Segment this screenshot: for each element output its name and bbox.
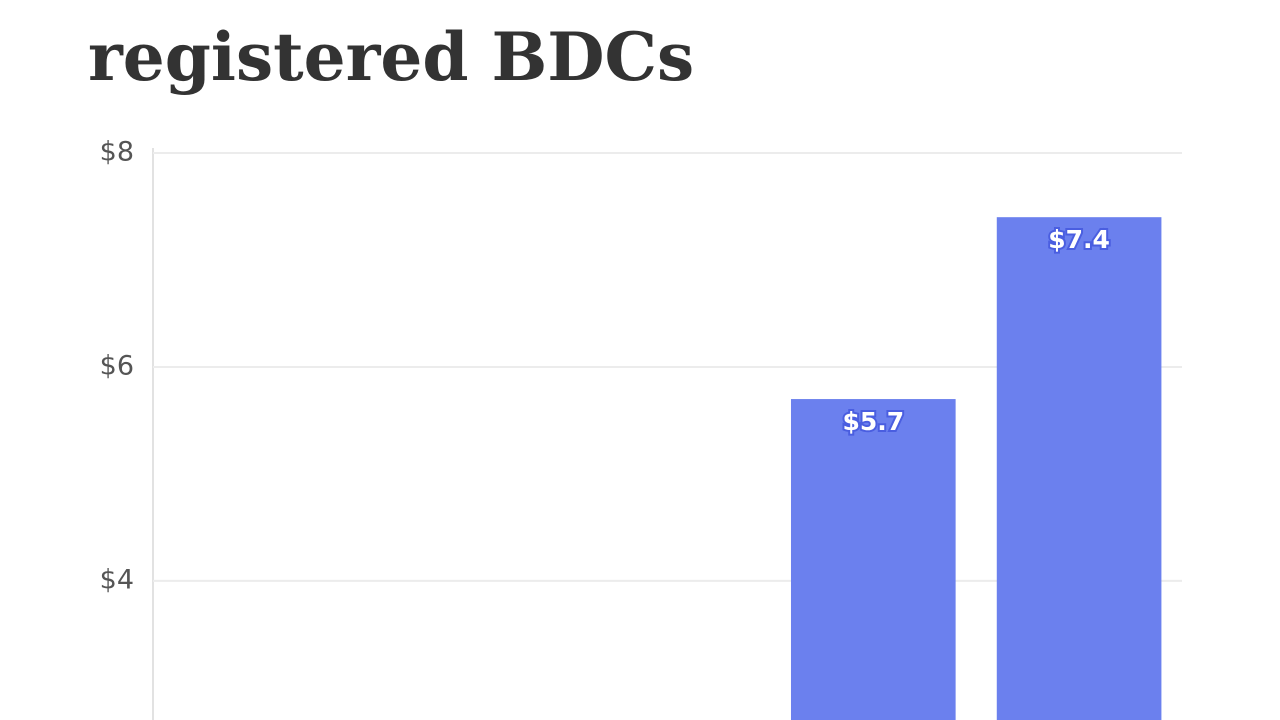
data-label: $5.7 <box>842 407 904 436</box>
y-tick-label: $6 <box>100 350 134 381</box>
bar <box>996 217 1162 720</box>
y-tick-label: $8 <box>100 137 134 168</box>
bar <box>790 399 956 720</box>
data-label: $7.4 <box>1048 225 1110 254</box>
y-tick-label: $4 <box>100 564 134 595</box>
chart-title: registered BDCs <box>88 18 694 96</box>
